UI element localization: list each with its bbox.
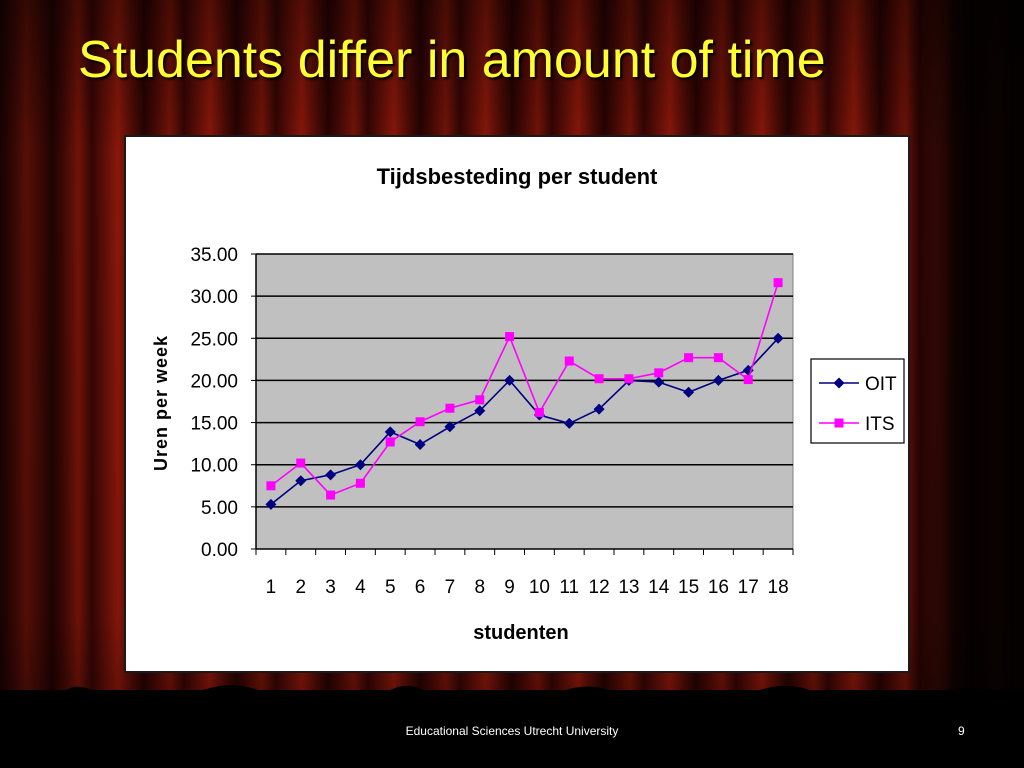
x-tick-label: 6	[415, 577, 426, 598]
legend-marker-oit	[833, 377, 845, 389]
data-point-its	[743, 375, 753, 385]
legend	[810, 358, 905, 444]
data-point-oit	[295, 475, 307, 487]
legend-label: OIT	[865, 374, 897, 395]
x-tick-label: 4	[355, 577, 366, 598]
x-axis-title: studenten	[473, 622, 569, 644]
data-point-oit	[384, 426, 396, 438]
data-point-its	[355, 478, 365, 488]
data-point-its	[534, 407, 544, 417]
stage-floor	[0, 685, 1024, 768]
data-point-oit	[593, 403, 605, 415]
y-tick-label: 5.00	[201, 498, 238, 519]
data-point-oit	[474, 405, 486, 417]
x-tick-label: 13	[618, 577, 639, 598]
data-point-its	[564, 356, 574, 366]
slide-footer: Educational Sciences Utrecht University	[405, 724, 619, 738]
x-tick-label: 11	[559, 577, 579, 598]
chart-title: Tijdsbesteding per student	[377, 164, 658, 189]
x-tick-label: 17	[738, 577, 759, 598]
data-point-oit	[683, 386, 695, 398]
x-tick-label: 12	[589, 577, 610, 598]
y-tick-label: 10.00	[190, 456, 238, 477]
data-point-its	[475, 395, 485, 405]
data-point-its	[684, 353, 694, 363]
x-tick-label: 10	[529, 577, 550, 598]
y-tick-label: 35.00	[190, 245, 238, 266]
slide-title: Students differ in amount of time	[78, 31, 826, 89]
data-point-its	[266, 481, 276, 491]
x-tick-label: 5	[385, 577, 396, 598]
series-line-oit	[270, 337, 779, 505]
data-point-oit	[325, 469, 337, 481]
data-point-its	[713, 353, 723, 363]
data-point-its	[326, 490, 336, 500]
series-line-its	[270, 282, 779, 497]
data-point-its	[594, 374, 604, 384]
x-tick-label: 15	[678, 577, 699, 598]
x-tick-label: 2	[295, 577, 306, 598]
y-tick-label: 30.00	[190, 287, 238, 308]
data-point-its	[624, 374, 634, 384]
chart-svg: Tijdsbesteding per student 0.00 5.00 10.00 1…	[151, 164, 905, 644]
data-point-its	[654, 368, 664, 378]
data-point-its	[773, 278, 783, 288]
legend-marker-its	[834, 418, 844, 428]
data-point-oit	[772, 332, 784, 344]
page-number: 9	[958, 724, 965, 738]
y-tick-label: 0.00	[201, 540, 238, 561]
y-tick-label: 25.00	[190, 329, 238, 350]
x-tick-label: 7	[445, 577, 456, 598]
x-tick-label: 14	[648, 577, 670, 598]
data-point-its	[505, 332, 515, 342]
data-point-oit	[265, 498, 277, 510]
data-point-its	[415, 417, 425, 427]
x-tick-label: 18	[768, 577, 789, 598]
data-point-its	[445, 403, 455, 413]
data-point-oit	[563, 417, 575, 429]
x-tick-label: 3	[325, 577, 336, 598]
x-tick-label: 1	[266, 577, 277, 598]
data-point-its	[296, 458, 306, 468]
y-axis-title: Uren per week	[151, 335, 171, 471]
data-point-oit	[653, 376, 665, 388]
chart-container: Tijdsbesteding per student 0.00 5.00 10.00 1…	[124, 135, 910, 673]
x-tick-label: 8	[474, 577, 485, 598]
data-point-oit	[414, 438, 426, 450]
x-tick-label: 16	[708, 577, 729, 598]
y-tick-label: 15.00	[190, 414, 238, 435]
data-point-oit	[504, 374, 516, 386]
data-point-oit	[712, 374, 724, 386]
data-point-its	[385, 437, 395, 447]
data-point-oit	[354, 459, 366, 471]
x-tick-label: 9	[504, 577, 515, 598]
y-tick-label: 20.00	[190, 371, 238, 392]
data-point-oit	[444, 421, 456, 433]
plot-area	[255, 253, 794, 550]
legend-label: ITS	[865, 414, 895, 435]
